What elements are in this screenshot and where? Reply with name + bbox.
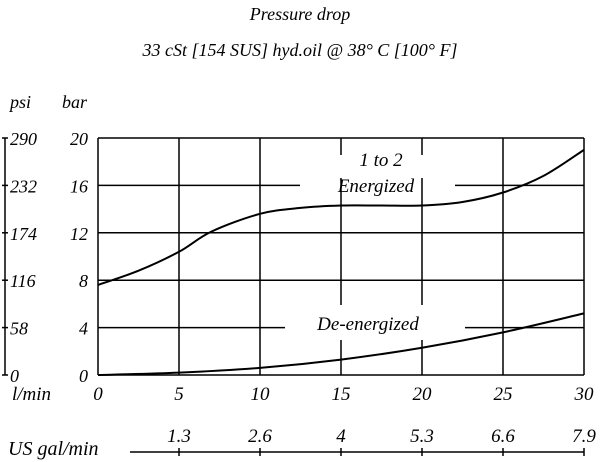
bar-tick-label: 12 — [70, 224, 88, 244]
de-energized-label: De-energized — [316, 314, 419, 335]
psi-tick-label: 232 — [10, 176, 37, 196]
energized-label-line2: Energized — [337, 176, 415, 197]
chart-subtitle: 33 cSt [154 SUS] hyd.oil @ 38° C [100° F… — [142, 40, 458, 60]
bar-tick-label: 0 — [79, 366, 88, 386]
gal-tick-label: 1.3 — [167, 426, 191, 447]
bar-axis-label: bar — [62, 92, 88, 112]
psi-tick-label: 116 — [10, 271, 36, 291]
psi-tick-label: 174 — [10, 224, 37, 244]
energized-label-line1: 1 to 2 — [359, 150, 403, 171]
bar-tick-label: 8 — [79, 271, 88, 291]
chart-title: Pressure drop — [249, 4, 351, 24]
psi-tick-label: 58 — [10, 319, 28, 339]
x-tick-label: 0 — [93, 384, 103, 405]
x-tick-label: 20 — [413, 384, 433, 405]
gal-tick-label: 7.9 — [572, 426, 596, 447]
x-axis-label: l/min — [12, 384, 51, 405]
x-tick-label: 10 — [251, 384, 271, 405]
bar-tick-label: 16 — [70, 176, 88, 196]
gal-axis-label: US gal/min — [8, 438, 99, 460]
gal-tick-label: 4 — [336, 426, 346, 447]
bar-tick-label: 4 — [79, 319, 88, 339]
x-tick-label: 15 — [332, 384, 351, 405]
x-tick-label: 5 — [174, 384, 184, 405]
psi-tick-label: 290 — [10, 129, 37, 149]
x-tick-label: 30 — [574, 384, 595, 405]
x-tick-label: 25 — [494, 384, 513, 405]
de-energized-curve — [97, 312, 585, 376]
energized-curve — [97, 149, 585, 286]
gal-tick-label: 6.6 — [491, 426, 515, 447]
gal-tick-label: 5.3 — [410, 426, 434, 447]
psi-tick-label: 0 — [10, 366, 19, 386]
gal-tick-label: 2.6 — [248, 426, 272, 447]
psi-axis-label: psi — [8, 92, 31, 112]
bar-tick-label: 20 — [70, 129, 88, 149]
